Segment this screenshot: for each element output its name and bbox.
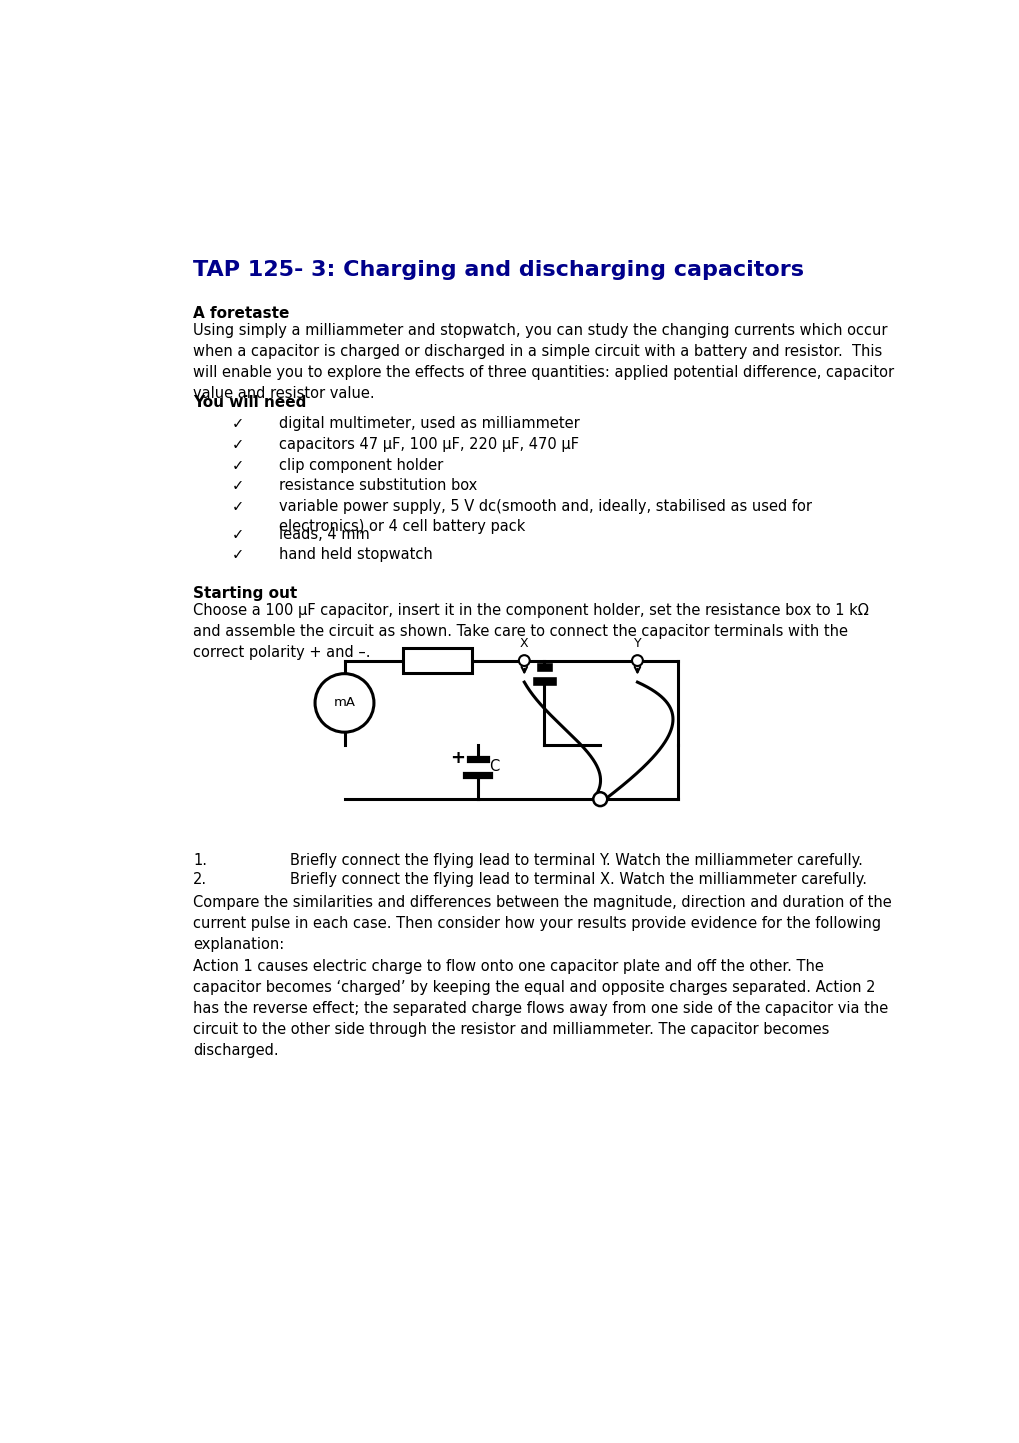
Text: Compare the similarities and differences between the magnitude, direction and du: Compare the similarities and differences…	[194, 896, 892, 952]
Circle shape	[632, 655, 642, 667]
Text: resistance substitution box: resistance substitution box	[278, 478, 477, 494]
Text: +: +	[450, 749, 465, 768]
Text: Y: Y	[633, 636, 641, 649]
Text: ✓: ✓	[232, 416, 245, 430]
Text: ✓: ✓	[232, 478, 245, 494]
Text: X: X	[520, 636, 528, 649]
Text: C: C	[488, 759, 498, 775]
Bar	[403, 648, 472, 672]
Text: capacitors 47 μF, 100 μF, 220 μF, 470 μF: capacitors 47 μF, 100 μF, 220 μF, 470 μF	[278, 437, 578, 452]
Text: digital multimeter, used as milliammeter: digital multimeter, used as milliammeter	[278, 416, 579, 430]
Text: ✓: ✓	[232, 437, 245, 452]
Text: You will need: You will need	[194, 395, 307, 410]
Text: variable power supply, 5 V dc(smooth and, ideally, stabilised as used for
electr: variable power supply, 5 V dc(smooth and…	[278, 499, 811, 534]
Text: Starting out: Starting out	[194, 586, 298, 600]
Circle shape	[593, 792, 606, 807]
Circle shape	[519, 655, 529, 667]
Text: ✓: ✓	[232, 457, 245, 473]
Text: 2.: 2.	[194, 873, 207, 887]
Text: Action 1 causes electric charge to flow onto one capacitor plate and off the oth: Action 1 causes electric charge to flow …	[194, 960, 888, 1058]
Text: 1.: 1.	[194, 853, 207, 869]
Text: mA: mA	[333, 697, 356, 710]
Text: Using simply a milliammeter and stopwatch, you can study the changing currents w: Using simply a milliammeter and stopwatc…	[194, 323, 894, 401]
Text: Choose a 100 μF capacitor, insert it in the component holder, set the resistance: Choose a 100 μF capacitor, insert it in …	[194, 603, 868, 659]
Text: clip component holder: clip component holder	[278, 457, 442, 473]
Text: A foretaste: A foretaste	[194, 306, 289, 322]
Circle shape	[315, 674, 374, 732]
Text: ✓: ✓	[232, 547, 245, 563]
Text: ✓: ✓	[232, 527, 245, 543]
Text: Briefly connect the flying lead to terminal Y. Watch the milliammeter carefully.: Briefly connect the flying lead to termi…	[290, 853, 862, 869]
Text: leads, 4 mm: leads, 4 mm	[278, 527, 369, 543]
Text: TAP 125- 3: Charging and discharging capacitors: TAP 125- 3: Charging and discharging cap…	[194, 260, 804, 280]
Text: hand held stopwatch: hand held stopwatch	[278, 547, 432, 563]
Text: ✓: ✓	[232, 499, 245, 514]
Text: Briefly connect the flying lead to terminal X. Watch the milliammeter carefully.: Briefly connect the flying lead to termi…	[290, 873, 866, 887]
